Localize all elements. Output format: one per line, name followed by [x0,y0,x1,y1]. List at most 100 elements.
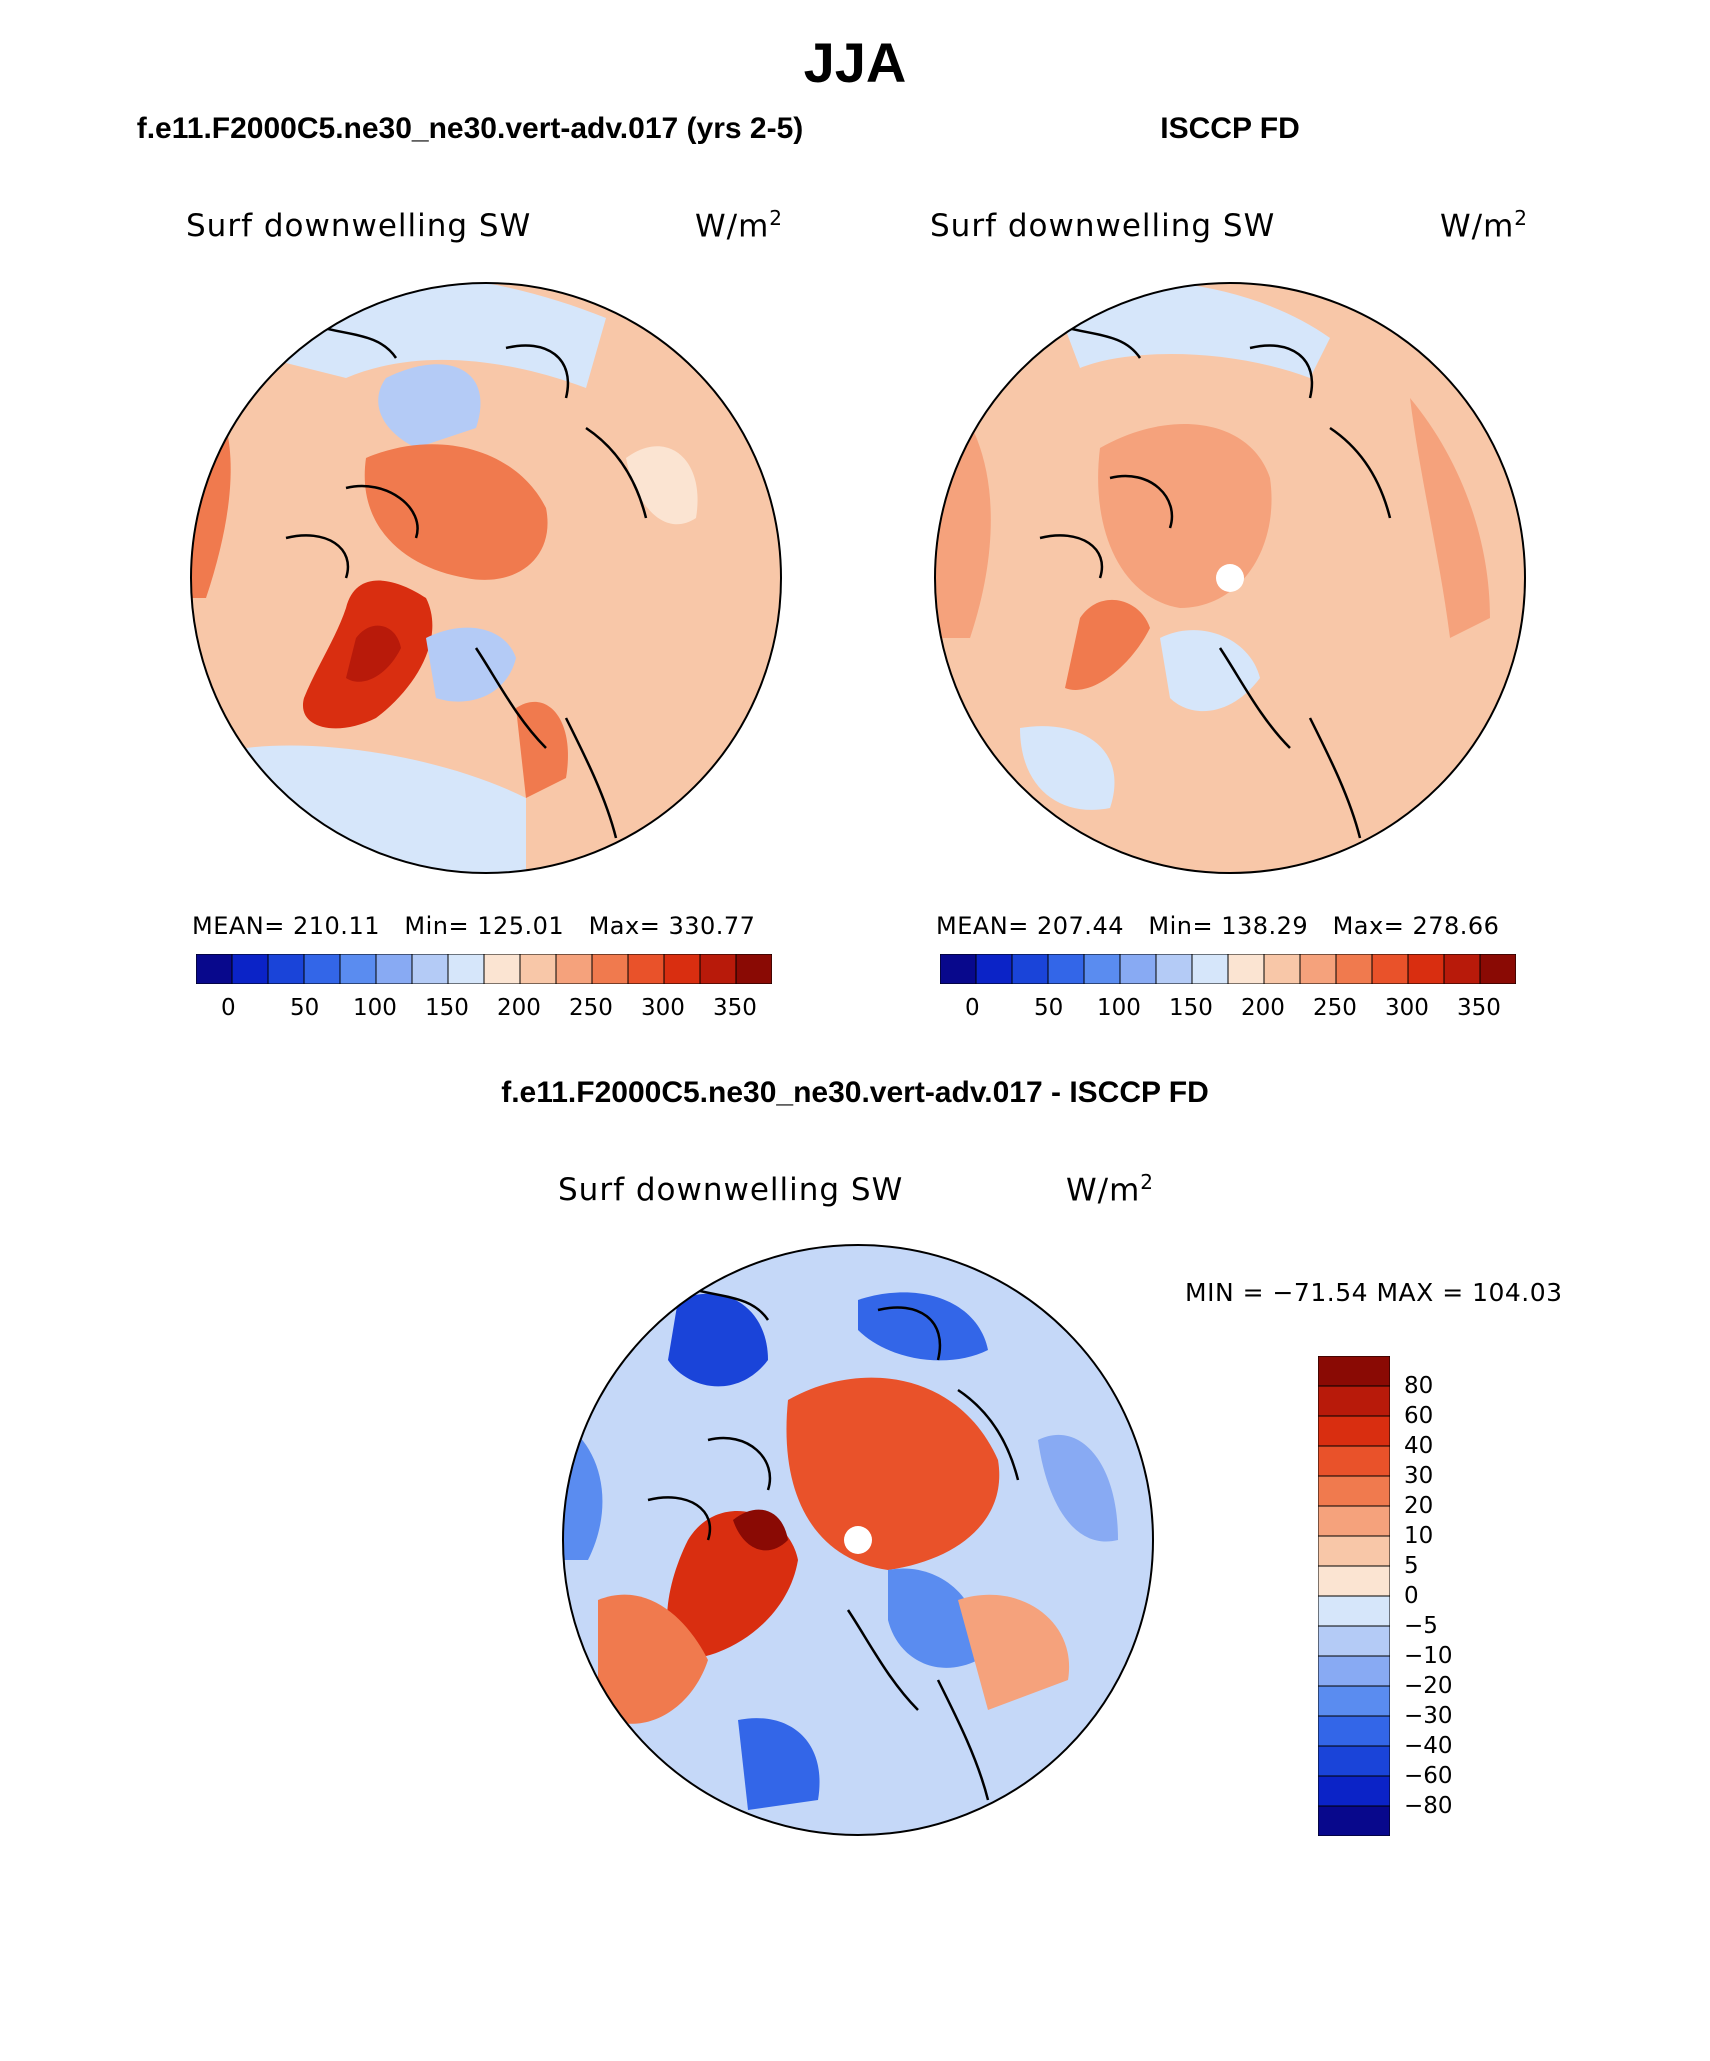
colorbar-swatch [375,954,413,984]
coastline [647,1278,1020,1801]
colorbar-tick: 150 [425,995,469,1021]
coastline [285,316,648,839]
colorbar-swatch [1318,1685,1390,1717]
colorbar-tick: 150 [1169,995,1213,1021]
map-boundary [934,282,1526,874]
colorbar-swatch [1318,1715,1390,1747]
colorbar-level: 40 [1404,1433,1434,1459]
obs-colorbar-ticks: 0 50 100 150 200 250 300 350 [940,995,1516,1025]
diff-variable-label: Surf downwelling SW [558,1172,904,1208]
coastline [1039,316,1392,839]
model-colorbar-ticks: 0 50 100 150 200 250 300 350 [196,995,772,1025]
colorbar-tick: 200 [1241,995,1285,1021]
colorbar-swatch [1318,1595,1390,1627]
colorbar-swatch [735,954,772,984]
colorbar-tick: 250 [569,995,613,1021]
colorbar-tick: 300 [1385,995,1429,1021]
colorbar-tick: 0 [965,995,980,1021]
map-field-patch [858,1292,988,1361]
colorbar-swatch [1318,1535,1390,1567]
map-field-patch [426,627,516,702]
colorbar-tick: 350 [1457,995,1501,1021]
map-field-patch [786,1377,1000,1570]
colorbar-level: 80 [1404,1373,1434,1399]
colorbar-swatch [1227,954,1265,984]
colorbar-swatch [1155,954,1193,984]
colorbar-swatch [267,954,305,984]
map-boundary [190,282,782,874]
colorbar-tick: 100 [353,995,397,1021]
model-polar-map [190,282,782,874]
colorbar-level: −10 [1404,1643,1453,1669]
colorbar-swatch [555,954,593,984]
colorbar-tick: 0 [221,995,236,1021]
colorbar-swatch [1318,1505,1390,1537]
colorbar-level: −40 [1404,1733,1453,1759]
map-field-patch [364,444,548,580]
map-field-patch [346,625,401,682]
colorbar-tick: 50 [290,995,320,1021]
colorbar-swatch [519,954,557,984]
colorbar-tick: 300 [641,995,685,1021]
colorbar-level: 10 [1404,1523,1434,1549]
colorbar-swatch [1318,1445,1390,1477]
map-field-patch [1160,630,1260,712]
diff-colorbar-labels: 80 60 40 30 20 10 5 0 −5 −10 −20 −30 −40… [1404,1356,1484,1836]
colorbar-swatch [231,954,269,984]
colorbar-level: 30 [1404,1463,1434,1489]
colorbar-swatch [483,954,521,984]
colorbar-swatch [1318,1565,1390,1597]
colorbar-level: −5 [1404,1613,1438,1639]
colorbar-swatch [1083,954,1121,984]
map-field-patch [516,701,568,798]
colorbar-tick: 200 [497,995,541,1021]
colorbar-swatch [1318,1655,1390,1687]
colorbar-level: −80 [1404,1793,1453,1819]
obs-variable-label: Surf downwelling SW [930,208,1276,244]
colorbar-tick: 50 [1034,995,1064,1021]
colorbar-swatch [1318,1625,1390,1657]
colorbar-swatch [1443,954,1481,984]
colorbar-swatch [1318,1385,1390,1417]
colorbar-swatch [1191,954,1229,984]
colorbar-tick: 350 [713,995,757,1021]
map-field-patch [1410,398,1490,638]
obs-panel-title: ISCCP FD [1160,112,1300,145]
pole-hole [1216,564,1244,592]
colorbar-swatch [303,954,341,984]
colorbar-tick: 100 [1097,995,1141,1021]
colorbar-swatch [1263,954,1301,984]
map-field-patch [733,1509,788,1551]
model-colorbar [196,954,772,984]
colorbar-swatch [975,954,1013,984]
colorbar-swatch [940,954,977,984]
colorbar-swatch [1318,1775,1390,1807]
colorbar-swatch [339,954,377,984]
colorbar-level: 5 [1404,1553,1419,1579]
colorbar-swatch [1479,954,1516,984]
colorbar-level: −20 [1404,1673,1453,1699]
obs-units-label: W/m2 [1440,206,1529,245]
colorbar-level: −60 [1404,1763,1453,1789]
map-field-patch [378,364,481,448]
diff-polar-map [562,1244,1154,1836]
model-units-label: W/m2 [695,206,784,245]
map-field-patch [738,1718,820,1810]
diff-minmax: MIN = −71.54 MAX = 104.03 [1185,1278,1563,1307]
colorbar-swatch [1335,954,1373,984]
colorbar-swatch [1318,1475,1390,1507]
diff-colorbar [1318,1356,1390,1836]
model-stats: MEAN= 210.11 Min= 125.01 Max= 330.77 [192,912,756,940]
obs-stats: MEAN= 207.44 Min= 138.29 Max= 278.66 [936,912,1500,940]
model-variable-label: Surf downwelling SW [186,208,532,244]
diff-units-label: W/m2 [1066,1170,1155,1209]
colorbar-level: 60 [1404,1403,1434,1429]
diff-panel-title: f.e11.F2000C5.ne30_ne30.vert-adv.017 - I… [501,1076,1209,1109]
colorbar-swatch [1407,954,1445,984]
map-field-patch [1098,424,1272,608]
colorbar-swatch [627,954,665,984]
colorbar-swatch [1299,954,1337,984]
colorbar-swatch [1371,954,1409,984]
colorbar-swatch [1318,1745,1390,1777]
colorbar-swatch [1047,954,1085,984]
